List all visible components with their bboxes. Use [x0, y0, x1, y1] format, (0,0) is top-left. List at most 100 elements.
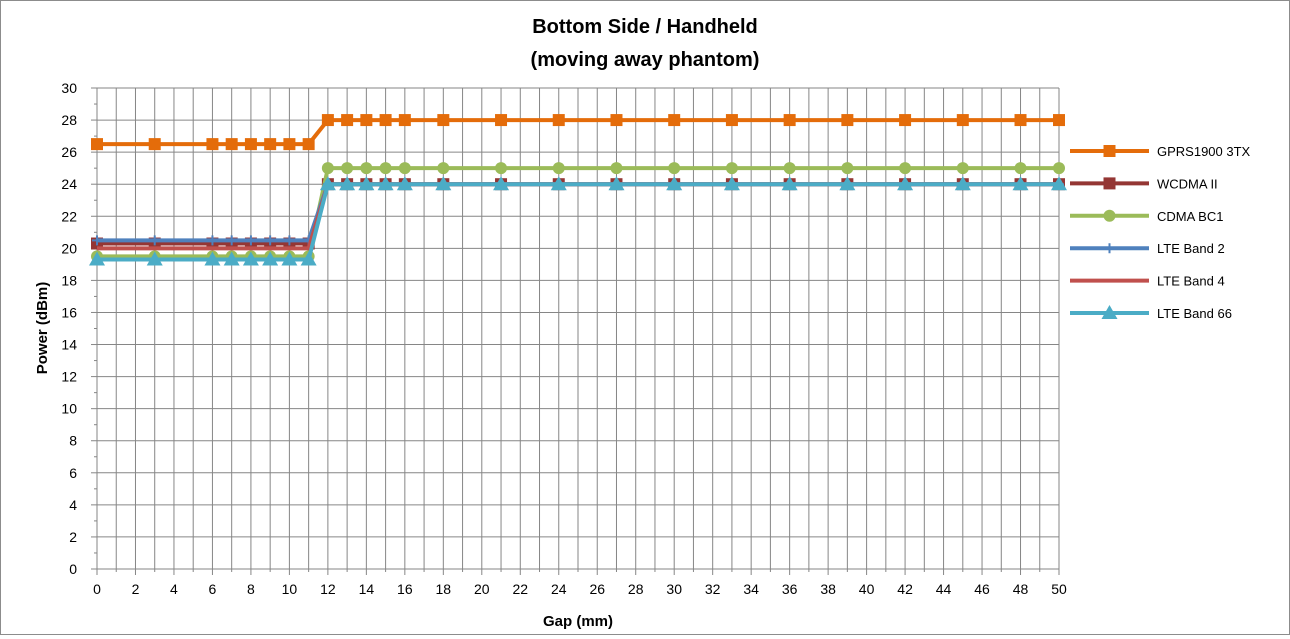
square-marker [1053, 114, 1065, 127]
x-tick-label: 48 [1013, 581, 1029, 597]
circle-marker [610, 162, 623, 175]
x-tick-label: 22 [512, 581, 528, 597]
x-tick-label: 38 [820, 581, 836, 597]
y-tick-label: 28 [61, 112, 77, 128]
square-marker [321, 114, 334, 127]
y-tick-label: 24 [61, 176, 77, 192]
legend-entry: LTE Band 66 [1070, 305, 1232, 321]
circle-marker [841, 162, 854, 175]
triangle-marker [954, 176, 971, 191]
x-tick-label: 6 [209, 581, 217, 597]
triangle-marker [781, 176, 798, 191]
square-marker [610, 114, 623, 127]
plus-marker [284, 235, 295, 246]
y-tick-label: 16 [61, 304, 77, 320]
legend-entry: CDMA BC1 [1070, 209, 1223, 224]
series-gprs1900-3tx [91, 114, 1065, 151]
triangle-marker [89, 251, 105, 266]
square-marker [283, 138, 296, 151]
square-marker [379, 114, 392, 127]
y-axis-title: Power (dBm) [34, 282, 51, 375]
x-tick-label: 44 [936, 581, 952, 597]
x-tick-label: 8 [247, 581, 255, 597]
x-axis-title: Gap (mm) [543, 613, 613, 630]
x-tick-label: 4 [170, 581, 178, 597]
triangle-marker [493, 176, 510, 191]
square-marker [225, 138, 238, 151]
square-marker [360, 114, 373, 127]
plus-marker [265, 235, 276, 246]
x-tick-label: 34 [743, 581, 759, 597]
legend-label: GPRS1900 3TX [1157, 144, 1251, 159]
legend-label: LTE Band 2 [1157, 241, 1225, 256]
x-tick-label: 26 [589, 581, 605, 597]
circle-marker [341, 162, 354, 175]
plus-marker [1104, 243, 1115, 254]
legend-label: LTE Band 4 [1157, 274, 1225, 289]
y-tick-label: 12 [61, 369, 77, 385]
legend-entry: LTE Band 2 [1070, 241, 1225, 256]
y-tick-label: 26 [61, 144, 77, 160]
x-tick-label: 42 [897, 581, 913, 597]
circle-marker [552, 162, 565, 175]
y-tick-label: 8 [69, 433, 77, 449]
square-marker [1103, 145, 1116, 157]
triangle-marker [204, 251, 221, 266]
triangle-marker [300, 251, 317, 266]
triangle-marker [1051, 176, 1067, 191]
x-tick-label: 12 [320, 581, 336, 597]
square-marker [244, 138, 257, 151]
square-marker [302, 138, 315, 151]
square-marker [783, 114, 796, 127]
square-marker [668, 114, 681, 127]
y-tick-label: 6 [69, 465, 77, 481]
x-tick-label: 10 [282, 581, 298, 597]
plus-marker [226, 235, 237, 246]
circle-marker [899, 162, 912, 175]
series-group [89, 114, 1067, 266]
plus-marker [245, 235, 256, 246]
x-tick-label: 20 [474, 581, 490, 597]
square-marker [148, 138, 161, 151]
circle-marker [1014, 162, 1027, 175]
x-tick-label: 2 [132, 581, 140, 597]
circle-marker [1053, 162, 1065, 175]
x-tick-label: 28 [628, 581, 644, 597]
circle-marker [398, 162, 411, 175]
x-tick-label: 16 [397, 581, 413, 597]
grid [96, 87, 1060, 570]
circle-marker [956, 162, 969, 175]
triangle-marker [435, 176, 452, 191]
triangle-marker [839, 176, 856, 191]
triangle-marker [897, 176, 914, 191]
legend-entry: GPRS1900 3TX [1070, 144, 1251, 159]
square-marker [264, 138, 277, 151]
plus-marker [207, 235, 218, 246]
x-tick-label: 32 [705, 581, 721, 597]
plus-marker [92, 235, 102, 246]
legend-entry: WCDMA II [1070, 176, 1218, 191]
triangle-marker [262, 251, 279, 266]
square-marker [398, 114, 411, 127]
legend-label: LTE Band 66 [1157, 306, 1232, 321]
y-tick-label: 0 [69, 561, 77, 577]
x-tick-label: 0 [93, 581, 101, 597]
circle-marker [783, 162, 796, 175]
x-tick-label: 30 [666, 581, 682, 597]
triangle-marker [223, 251, 240, 266]
square-marker [341, 114, 354, 127]
triangle-marker [319, 176, 336, 191]
triangle-marker [242, 251, 259, 266]
circle-marker [1103, 209, 1116, 222]
circle-marker [360, 162, 373, 175]
triangle-marker [377, 176, 394, 191]
square-marker [91, 138, 103, 151]
square-marker [495, 114, 508, 127]
x-tick-label: 18 [436, 581, 452, 597]
circle-marker [495, 162, 508, 175]
triangle-marker [550, 176, 567, 191]
x-tick-label: 46 [974, 581, 990, 597]
square-marker [1014, 114, 1027, 127]
